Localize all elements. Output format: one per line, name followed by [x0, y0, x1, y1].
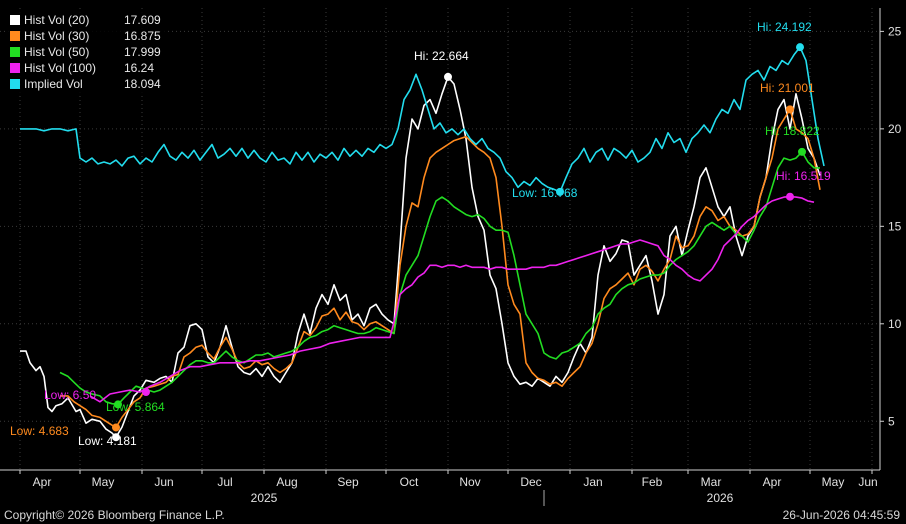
annotation-label-0: Low: 4.181	[78, 434, 137, 448]
annotation-dot-5	[556, 187, 564, 196]
legend-swatch	[10, 79, 20, 89]
annotation-label-2: Low: 5.864	[106, 400, 165, 414]
annotation-markers	[112, 43, 806, 442]
y-tick-label: 20	[888, 122, 902, 136]
x-year-label: 2026	[707, 491, 734, 505]
legend-item: Hist Vol (100) 16.24	[10, 60, 161, 76]
series-line-2	[59, 151, 821, 406]
legend-series-name: Hist Vol (50)	[24, 45, 90, 59]
x-month-label: Nov	[459, 475, 480, 489]
annotation-dot-2	[114, 400, 122, 409]
x-month-label: Jun	[154, 475, 173, 489]
annotation-dot-0	[112, 433, 120, 442]
series-line-1	[60, 108, 821, 429]
annotation-dot-9	[786, 192, 794, 201]
x-month-label: May	[822, 475, 845, 489]
footer: Copyright© 2026 Bloomberg Finance L.P. 2…	[0, 506, 906, 524]
x-year-label: 2025	[251, 491, 278, 505]
x-month-label: Jul	[217, 475, 232, 489]
legend-series-name: Implied Vol	[24, 77, 83, 91]
series-lines	[20, 46, 825, 438]
x-month-label: Sep	[337, 475, 359, 489]
legend-series-value: 16.875	[124, 29, 161, 43]
series-line-4	[20, 46, 825, 193]
annotation-label-3: Low: 6.50	[44, 388, 96, 402]
annotation-label-1: Low: 4.683	[10, 424, 69, 438]
legend-series-name: Hist Vol (30)	[24, 29, 90, 43]
annotation-dot-4	[444, 72, 452, 81]
annotation-label-4: Hi: 22.664	[414, 49, 469, 63]
annotation-label-6: Hi: 24.192	[757, 20, 812, 34]
x-month-label: Mar	[701, 475, 722, 489]
legend-swatch	[10, 31, 20, 41]
legend-item: Hist Vol (20) 17.609	[10, 12, 161, 28]
annotation-label-8: Hi: 18.822	[765, 124, 820, 138]
legend-series-value: 16.24	[124, 61, 155, 75]
y-tick-label: 10	[888, 317, 902, 331]
x-month-label: Jun	[858, 475, 877, 489]
annotation-label-7: Hi: 21.001	[760, 81, 815, 95]
legend-series-value: 18.094	[124, 77, 161, 91]
legend-series-name: Hist Vol (100)	[24, 61, 97, 75]
x-month-label: Dec	[520, 475, 541, 489]
x-month-label: Oct	[400, 475, 419, 489]
x-month-label: Apr	[763, 475, 782, 489]
x-month-label: Feb	[642, 475, 663, 489]
series-line-0	[20, 76, 821, 438]
annotation-dot-3	[142, 388, 150, 397]
y-tick-label: 25	[888, 24, 902, 38]
y-tick-label: 5	[888, 414, 895, 428]
y-tick-label: 15	[888, 219, 902, 233]
legend-item: Implied Vol 18.094	[10, 76, 161, 92]
annotation-label-5: Low: 16.768	[512, 186, 578, 200]
x-month-label: Aug	[276, 475, 297, 489]
timestamp-text: 26-Jun-2026 04:45:59	[782, 508, 900, 522]
annotation-dot-1	[112, 423, 120, 432]
x-month-label: Apr	[33, 475, 52, 489]
copyright-text: Copyright© 2026 Bloomberg Finance L.P.	[4, 508, 225, 522]
legend-swatch	[10, 15, 20, 25]
x-month-label: May	[92, 475, 115, 489]
annotation-dot-6	[796, 43, 804, 52]
legend-item: Hist Vol (30) 16.875	[10, 28, 161, 44]
legend-swatch	[10, 63, 20, 73]
x-month-label: Jan	[583, 475, 602, 489]
series-line-3	[89, 195, 815, 403]
legend-series-name: Hist Vol (20)	[24, 13, 90, 27]
annotation-labels: Low: 4.181 Low: 4.683 Low: 5.864 Low: 6.50 H…	[10, 20, 831, 448]
annotation-dot-7	[786, 105, 794, 114]
legend-series-value: 17.999	[124, 45, 161, 59]
annotation-dot-8	[798, 147, 806, 156]
legend: Hist Vol (20) 17.609 Hist Vol (30) 16.875 Hi…	[6, 10, 165, 94]
legend-item: Hist Vol (50) 17.999	[10, 44, 161, 60]
annotation-label-9: Hi: 16.519	[776, 169, 831, 183]
legend-series-value: 17.609	[124, 13, 161, 27]
legend-swatch	[10, 47, 20, 57]
